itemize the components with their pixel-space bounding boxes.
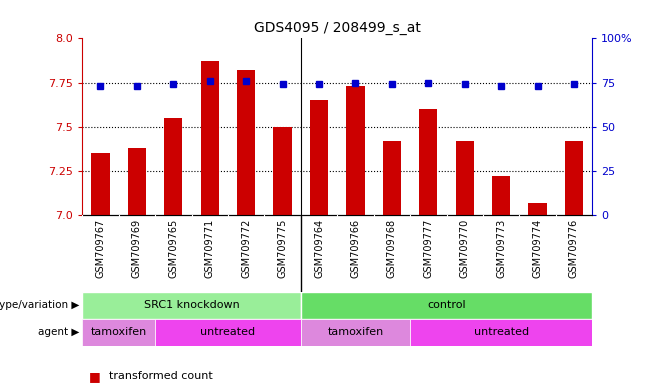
Bar (82, 292, 301, 319)
Text: GSM709771: GSM709771 (205, 219, 215, 278)
Bar (201, 61, 219, 215)
Bar (82, 319, 155, 346)
Bar (128, 148, 146, 215)
Text: GSM709774: GSM709774 (532, 219, 543, 278)
Bar (237, 70, 255, 215)
Text: tamoxifen: tamoxifen (327, 327, 384, 337)
Text: untreated: untreated (474, 327, 528, 337)
Bar (301, 292, 592, 319)
Text: GSM709773: GSM709773 (496, 219, 506, 278)
Text: GSM709776: GSM709776 (569, 219, 579, 278)
Text: SRC1 knockdown: SRC1 knockdown (143, 300, 240, 310)
Text: control: control (427, 300, 466, 310)
Text: GSM709770: GSM709770 (460, 219, 470, 278)
Bar (528, 203, 547, 215)
Bar (419, 109, 438, 215)
Bar (492, 176, 510, 215)
Bar (301, 319, 410, 346)
Text: untreated: untreated (201, 327, 255, 337)
Bar (565, 141, 583, 215)
Text: GSM709764: GSM709764 (314, 219, 324, 278)
Bar (155, 319, 301, 346)
Bar (455, 141, 474, 215)
Bar (310, 100, 328, 215)
Text: ■: ■ (89, 370, 101, 383)
Text: GSM709766: GSM709766 (351, 219, 361, 278)
Text: GSM709769: GSM709769 (132, 219, 142, 278)
Text: genotype/variation ▶: genotype/variation ▶ (0, 300, 79, 310)
Bar (346, 86, 365, 215)
Text: GSM709767: GSM709767 (95, 219, 105, 278)
Text: tamoxifen: tamoxifen (91, 327, 147, 337)
Text: GSM709768: GSM709768 (387, 219, 397, 278)
Text: GSM709775: GSM709775 (278, 219, 288, 278)
Text: GSM709765: GSM709765 (168, 219, 178, 278)
Text: GSM709772: GSM709772 (241, 219, 251, 278)
Bar (164, 118, 182, 215)
Text: GSM709777: GSM709777 (423, 219, 433, 278)
Text: transformed count: transformed count (109, 371, 213, 381)
Bar (410, 319, 592, 346)
Bar (91, 153, 110, 215)
Title: GDS4095 / 208499_s_at: GDS4095 / 208499_s_at (254, 21, 420, 35)
Bar (274, 127, 291, 215)
Bar (383, 141, 401, 215)
Text: agent ▶: agent ▶ (38, 327, 79, 337)
